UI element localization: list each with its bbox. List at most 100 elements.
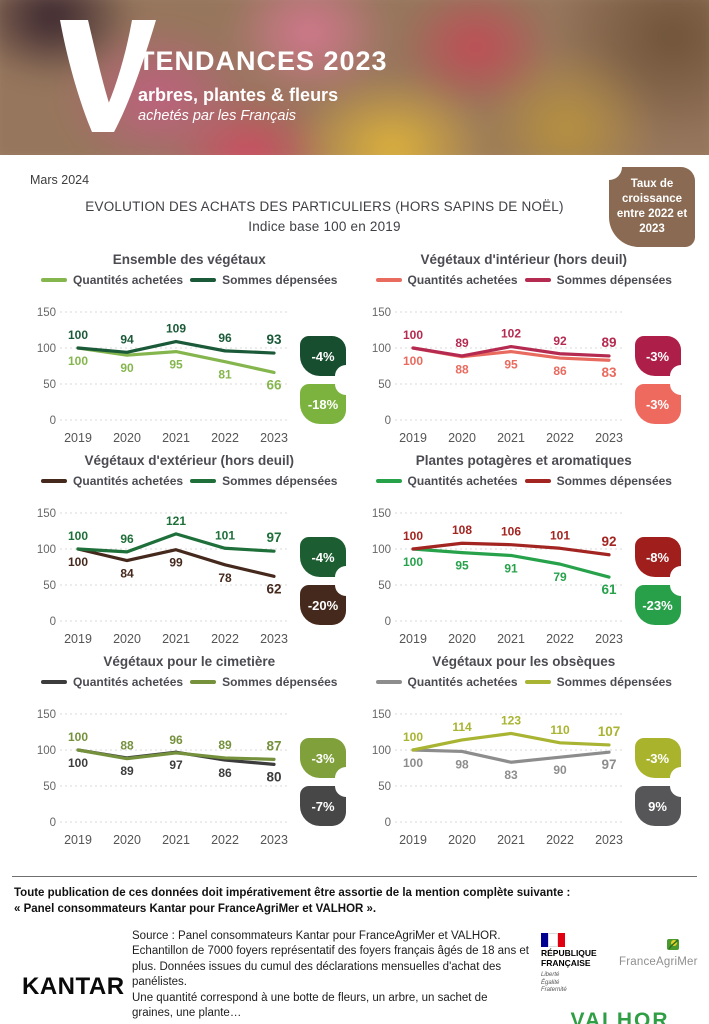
svg-text:95: 95 xyxy=(455,559,469,573)
legend-item: Sommes dépensées xyxy=(524,273,672,287)
svg-text:80: 80 xyxy=(266,769,281,784)
chart-title: Végétaux d'intérieur (hors deuil) xyxy=(420,252,628,267)
chart-title: Végétaux pour le cimetière xyxy=(103,654,276,669)
svg-text:150: 150 xyxy=(37,709,56,721)
svg-text:50: 50 xyxy=(43,379,56,391)
kantar-logo: KANTAR xyxy=(22,973,125,1001)
svg-text:100: 100 xyxy=(371,343,390,355)
chart-legend: Quantités achetées Sommes dépensées xyxy=(361,674,688,690)
mention-line2: « Panel consommateurs Kantar pour France… xyxy=(14,903,377,916)
svg-text:50: 50 xyxy=(43,580,56,592)
svg-text:96: 96 xyxy=(120,532,134,546)
svg-text:2019: 2019 xyxy=(64,632,92,646)
svg-text:2019: 2019 xyxy=(399,632,427,646)
rf-motto-fraternite: Fraternité xyxy=(541,987,567,994)
rf-name-line2: FRANÇAISE xyxy=(541,957,591,968)
legend-line-swatch xyxy=(41,680,68,684)
flowers-photo-background xyxy=(0,0,709,155)
percent-change-badge: -4% xyxy=(300,537,346,577)
svg-text:101: 101 xyxy=(215,528,235,542)
chart-vegetaux-interieur: Végétaux d'intérieur (hors deuil) Quantit… xyxy=(361,252,688,448)
chart-ensemble-des-vegetaux: Ensemble des végétaux Quantités achetées S… xyxy=(26,252,353,448)
legend-label: Sommes dépensées xyxy=(556,474,672,488)
meta-row: Mars 2024 EVOLUTION DES ACHATS DES PARTI… xyxy=(0,155,709,250)
svg-text:2023: 2023 xyxy=(595,632,623,646)
svg-text:100: 100 xyxy=(402,730,422,744)
percent-change-badge: -18% xyxy=(300,384,346,424)
legend-line-swatch xyxy=(524,278,551,282)
legend-line-swatch xyxy=(41,278,68,282)
legend-line-swatch xyxy=(375,278,402,282)
svg-text:2022: 2022 xyxy=(211,431,239,445)
source-text: Source : Panel consommateurs Kantar pour… xyxy=(132,930,529,988)
footer: Toute publication de ces données doit im… xyxy=(0,876,709,1024)
svg-text:89: 89 xyxy=(455,336,469,350)
valhor-wordmark: VALHOR xyxy=(570,1009,670,1024)
svg-text:100: 100 xyxy=(402,328,422,342)
chart-plot-area: 0 50 100 150 2019 2020 2021 2022 2023 100 98 83 90 97… xyxy=(361,692,688,850)
svg-text:89: 89 xyxy=(218,738,232,752)
chart-title: Végétaux pour les obsèques xyxy=(432,654,616,669)
svg-text:2022: 2022 xyxy=(211,833,239,847)
svg-text:2022: 2022 xyxy=(546,632,574,646)
svg-text:100: 100 xyxy=(402,354,422,368)
svg-text:150: 150 xyxy=(371,307,390,319)
svg-text:86: 86 xyxy=(553,364,567,378)
growth-badges: -8% -23% xyxy=(634,491,681,625)
legend-line-swatch xyxy=(375,479,402,483)
svg-text:50: 50 xyxy=(378,379,391,391)
svg-text:83: 83 xyxy=(504,768,518,782)
svg-text:2019: 2019 xyxy=(64,833,92,847)
report-tagline: achetés par les Français xyxy=(138,108,296,124)
republique-francaise-logo: RÉPUBLIQUE FRANÇAISE Liberté Égalité Fra… xyxy=(541,933,607,995)
charts-grid: Ensemble des végétaux Quantités achetées S… xyxy=(0,250,709,850)
legend-line-swatch xyxy=(375,680,402,684)
svg-text:2020: 2020 xyxy=(113,833,141,847)
svg-text:100: 100 xyxy=(68,555,88,569)
chart-vegetaux-obseques: Végétaux pour les obsèques Quantités ache… xyxy=(361,654,688,850)
legend-label: Sommes dépensées xyxy=(222,675,338,689)
header-banner: TENDANCES 2023 arbres, plantes & fleurs … xyxy=(0,0,709,155)
legend-line-swatch xyxy=(524,680,551,684)
svg-text:50: 50 xyxy=(378,580,391,592)
chart-plot-area: 0 50 100 150 2019 2020 2021 2022 2023 100 95 91 79 61… xyxy=(361,491,688,649)
chart-plot-area: 0 50 100 150 2019 2020 2021 2022 2023 100 84 99 78 62… xyxy=(26,491,353,649)
percent-change-badge: -3% xyxy=(634,738,681,778)
svg-text:61: 61 xyxy=(601,582,617,597)
legend-item: Sommes dépensées xyxy=(190,675,337,689)
svg-text:96: 96 xyxy=(218,331,232,345)
percent-change-badge: -23% xyxy=(634,585,681,625)
svg-text:100: 100 xyxy=(371,745,390,757)
growth-badges: -3% 9% xyxy=(634,692,681,826)
svg-text:0: 0 xyxy=(384,415,390,427)
legend-label: Sommes dépensées xyxy=(556,273,672,287)
percent-change-badge: -3% xyxy=(634,336,681,376)
legend-item: Quantités achetées xyxy=(41,474,183,488)
mention-line1: Toute publication de ces données doit im… xyxy=(14,887,571,899)
growth-badges: -3% -3% xyxy=(634,290,681,424)
chart-legend: Quantités achetées Sommes dépensées xyxy=(26,473,353,489)
growth-badges: -4% -20% xyxy=(300,491,346,625)
svg-text:2021: 2021 xyxy=(497,833,525,847)
svg-text:100: 100 xyxy=(68,756,88,770)
svg-text:92: 92 xyxy=(553,334,567,348)
svg-text:99: 99 xyxy=(169,556,183,570)
french-flag-icon xyxy=(541,933,565,948)
rf-name-line1: RÉPUBLIQUE xyxy=(541,948,597,959)
growth-badges: -3% -7% xyxy=(300,692,346,826)
svg-text:2023: 2023 xyxy=(595,833,623,847)
legend-item: Quantités achetées xyxy=(375,675,518,689)
svg-text:114: 114 xyxy=(452,720,472,734)
legend-label: Sommes dépensées xyxy=(556,675,672,689)
percent-change-badge: -3% xyxy=(300,738,346,778)
svg-text:101: 101 xyxy=(549,528,569,542)
svg-text:97: 97 xyxy=(169,758,183,772)
svg-text:97: 97 xyxy=(601,757,616,772)
line-chart-svg: 0 50 100 150 2019 2020 2021 2022 2023 100 90 95 81 66… xyxy=(37,307,288,445)
line-chart-svg: 0 50 100 150 2019 2020 2021 2022 2023 100 89 97 86 80… xyxy=(37,709,288,847)
legend-label: Quantités achetées xyxy=(73,675,184,689)
svg-text:66: 66 xyxy=(266,377,282,392)
svg-text:0: 0 xyxy=(50,415,56,427)
svg-text:79: 79 xyxy=(553,570,567,584)
